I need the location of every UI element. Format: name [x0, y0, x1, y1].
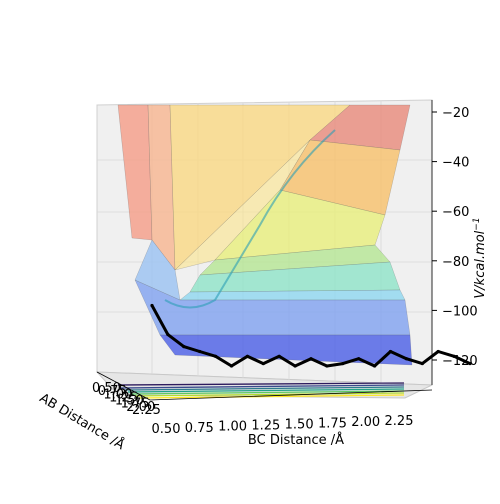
- trajectory-point: [357, 357, 361, 361]
- z-tick-label: −120: [442, 354, 478, 369]
- trajectory-point: [261, 361, 265, 366]
- y-tick-label: 0.75: [98, 384, 127, 399]
- trajectory-point: [214, 354, 218, 358]
- z-tick-label: −40: [442, 156, 469, 171]
- x-tick-label: 1.25: [251, 419, 280, 434]
- y-tick-label: 0.50: [92, 381, 121, 396]
- x-tick-label: 1.75: [318, 416, 347, 431]
- trajectory-point: [150, 303, 154, 308]
- x-tick-label: 0.75: [185, 421, 214, 436]
- trajectory-point: [325, 364, 329, 368]
- z-tick-label: −80: [442, 255, 469, 270]
- y-tick-label: 1.75: [121, 397, 150, 412]
- trajectory-point: [373, 364, 377, 368]
- y-tick-label: 1.25: [109, 390, 138, 405]
- trajectory-point: [245, 354, 249, 358]
- z-axis-label-text: V/kcal.mol: [473, 230, 488, 298]
- x-axis: 0.50 0.75 1.00 1.25 1.50 1.75 2.00 2.25: [149, 389, 433, 437]
- trajectory-point: [388, 349, 393, 354]
- x-tick-label: 2.25: [385, 414, 414, 429]
- contour-floor: [117, 382, 405, 399]
- trajectory-point: [182, 345, 186, 349]
- y-tick-label: 1.50: [115, 394, 144, 409]
- y-tick-label: 2.00: [126, 400, 155, 415]
- trajectory-point: [166, 332, 170, 337]
- y-tick-label: 1.00: [103, 387, 132, 402]
- y-tick-label: 2.25: [132, 403, 161, 418]
- trajectory-series: [150, 303, 472, 368]
- x-tick-label: 1.50: [285, 417, 314, 432]
- trajectory-point: [436, 349, 440, 354]
- trajectory-point: [468, 361, 472, 366]
- trajectory-point: [404, 357, 408, 361]
- x-axis-label: BC Distance /Å: [248, 432, 344, 448]
- z-tick-label: −100: [442, 304, 478, 319]
- z-axis-label: V/kcal.mol−1: [472, 217, 488, 298]
- x-tick-label: 0.50: [152, 422, 181, 437]
- z-tick-label: −20: [442, 106, 469, 121]
- trajectory-point: [452, 354, 456, 358]
- x-tick-label: 1.00: [218, 420, 247, 435]
- z-axis-label-exponent: −1: [472, 217, 482, 230]
- x-tick-label: 2.00: [351, 415, 380, 430]
- y-axis: 0.500.751.001.251.501.752.002.25: [92, 371, 161, 418]
- trajectory-point: [293, 364, 297, 368]
- trajectory-point: [277, 354, 281, 358]
- trajectory-point: [420, 361, 424, 366]
- trajectory-point: [341, 361, 345, 366]
- z-axis: −20 −40 −60 −80 −100 −120: [431, 100, 478, 385]
- z-tick-label: −60: [442, 205, 469, 220]
- trajectory-point: [309, 357, 313, 361]
- trajectory-point: [229, 364, 234, 368]
- trajectory-point: [198, 349, 202, 354]
- surface: [117, 104, 413, 366]
